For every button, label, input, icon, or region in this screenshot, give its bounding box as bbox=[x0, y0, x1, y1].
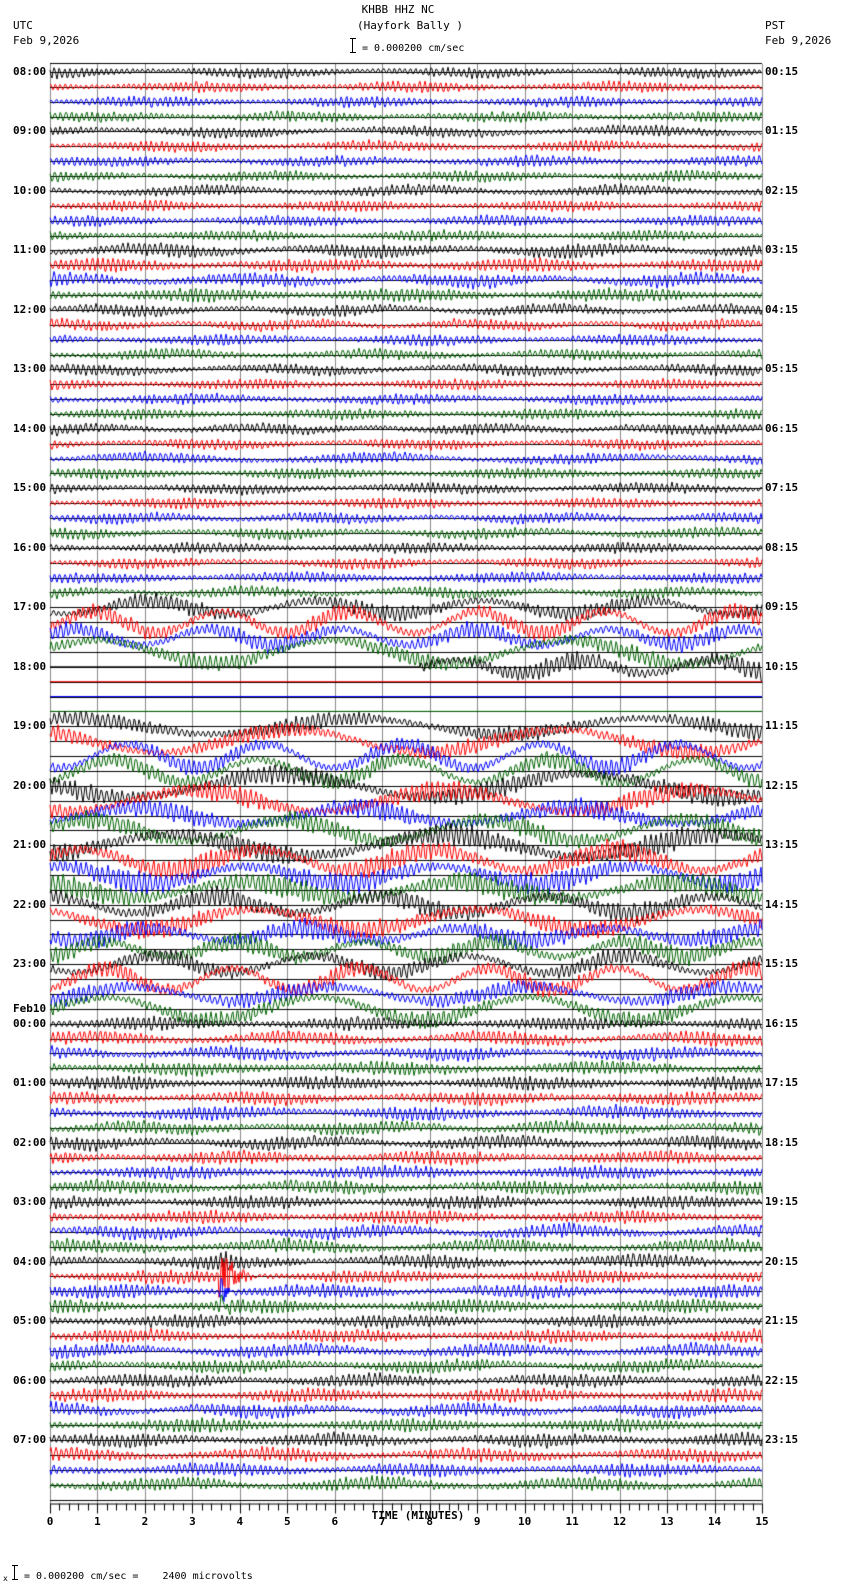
x-tick-label: 5 bbox=[284, 1514, 291, 1528]
right-hour-label: 18:15 bbox=[765, 1135, 799, 1149]
x-tick-label: 2 bbox=[141, 1514, 149, 1528]
left-hour-label: 07:00 bbox=[13, 1433, 47, 1447]
x-tick-label: 15 bbox=[755, 1514, 769, 1528]
right-hour-label: 04:15 bbox=[765, 302, 799, 316]
x-tick-label: 6 bbox=[331, 1514, 339, 1528]
right-hour-label: 22:15 bbox=[765, 1373, 799, 1387]
right-hour-label: 19:15 bbox=[765, 1195, 799, 1209]
right-hour-label: 07:15 bbox=[765, 481, 799, 495]
right-hour-label: 20:15 bbox=[765, 1254, 799, 1268]
right-hour-label: 17:15 bbox=[765, 1076, 799, 1090]
left-hour-label: 18:00 bbox=[13, 659, 47, 673]
x-tick-label: 9 bbox=[473, 1514, 481, 1528]
left-hour-label: 10:00 bbox=[13, 183, 47, 197]
left-hour-label: 13:00 bbox=[13, 362, 47, 376]
right-hour-label: 03:15 bbox=[765, 243, 799, 257]
right-hour-label: 02:15 bbox=[765, 183, 799, 197]
left-hour-label: 05:00 bbox=[13, 1314, 47, 1328]
left-hour-label: 19:00 bbox=[13, 719, 47, 733]
left-hour-label: 21:00 bbox=[13, 838, 47, 852]
footer-scale-prefix: x bbox=[3, 1574, 8, 1583]
right-hour-label: 11:15 bbox=[765, 719, 799, 733]
x-tick-label: 8 bbox=[426, 1514, 434, 1528]
right-hour-label: 08:15 bbox=[765, 540, 799, 554]
left-hour-label: 06:00 bbox=[13, 1373, 47, 1387]
x-tick-label: 0 bbox=[46, 1514, 54, 1528]
left-hour-label: 04:00 bbox=[13, 1254, 47, 1268]
left-hour-label: 14:00 bbox=[13, 421, 47, 435]
left-hour-label: 15:00 bbox=[13, 481, 47, 495]
right-hour-label: 05:15 bbox=[765, 362, 799, 376]
x-tick-label: 13 bbox=[660, 1514, 674, 1528]
right-hour-label: 01:15 bbox=[765, 124, 799, 138]
right-hour-label: 21:15 bbox=[765, 1314, 799, 1328]
x-axis-title: TIME (MINUTES) bbox=[371, 1509, 465, 1522]
footer-scale-text: = 0.000200 cm/sec = 2400 microvolts bbox=[24, 1571, 253, 1582]
right-hour-label: 12:15 bbox=[765, 778, 799, 792]
left-hour-label: 11:00 bbox=[13, 243, 47, 257]
x-tick-label: 10 bbox=[518, 1514, 532, 1528]
x-tick-label: 7 bbox=[378, 1514, 386, 1528]
left-hour-label: 03:00 bbox=[13, 1195, 47, 1209]
right-hour-label: 13:15 bbox=[765, 838, 799, 852]
footer-scale-bar-icon bbox=[12, 1565, 21, 1580]
x-tick-label: 11 bbox=[565, 1514, 579, 1528]
right-hour-label: 09:15 bbox=[765, 600, 799, 614]
left-hour-label: 16:00 bbox=[13, 540, 47, 554]
right-hour-label: 15:15 bbox=[765, 957, 799, 971]
left-hour-label: 08:00 bbox=[13, 65, 47, 78]
left-hour-label: 17:00 bbox=[13, 600, 47, 614]
right-hour-label: 00:15 bbox=[765, 65, 799, 78]
left-hour-label: 00:00 bbox=[13, 1016, 47, 1030]
x-tick-label: 14 bbox=[707, 1514, 722, 1528]
right-hour-label: 06:15 bbox=[765, 421, 799, 435]
x-tick-label: 12 bbox=[612, 1514, 627, 1528]
x-tick-label: 3 bbox=[189, 1514, 196, 1528]
left-hour-label: 20:00 bbox=[13, 778, 47, 792]
right-hour-label: 14:15 bbox=[765, 897, 799, 911]
left-hour-label: 23:00 bbox=[13, 957, 47, 971]
x-tick-label: 4 bbox=[236, 1514, 244, 1528]
left-hour-label: 01:00 bbox=[13, 1076, 47, 1090]
left-hour-label: 22:00 bbox=[13, 897, 47, 911]
right-hour-label: 23:15 bbox=[765, 1433, 799, 1447]
left-hour-label: 09:00 bbox=[13, 124, 47, 138]
right-hour-label: 10:15 bbox=[765, 659, 799, 673]
left-hour-label: 02:00 bbox=[13, 1135, 47, 1149]
x-tick-label: 1 bbox=[94, 1514, 101, 1528]
right-hour-label: 16:15 bbox=[765, 1016, 799, 1030]
left-hour-label: 12:00 bbox=[13, 302, 47, 316]
date-change-label: Feb10 bbox=[13, 1001, 47, 1015]
